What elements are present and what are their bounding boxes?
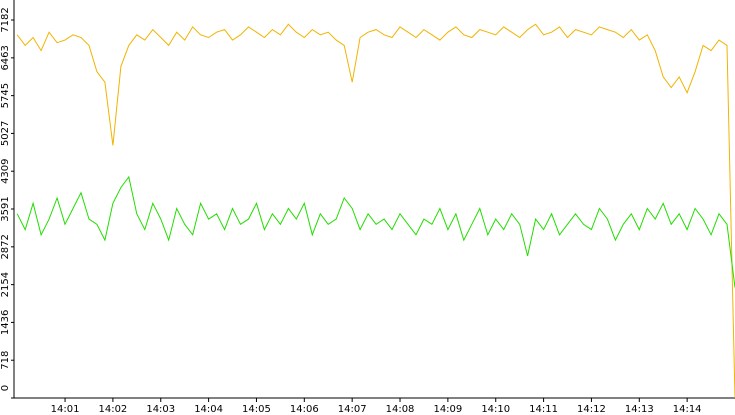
y-tick-label: 718: [0, 351, 11, 370]
y-tick-label: 2872: [0, 234, 11, 259]
series-line: [16, 175, 735, 288]
x-tick-label: 14:07: [338, 404, 367, 415]
x-tick-label: 14:06: [290, 404, 319, 415]
x-tick-label: 14:04: [194, 404, 223, 415]
x-tick-label: 14:01: [51, 404, 80, 415]
x-tick-label: 14:08: [386, 404, 415, 415]
y-tick-label: 6463: [0, 45, 11, 70]
y-tick-label: 0: [0, 385, 11, 391]
y-tick-label: 5745: [0, 83, 11, 108]
x-tick-label: 14:02: [98, 404, 127, 415]
y-tick-label: 7182: [0, 7, 11, 32]
y-tick-label: 4309: [0, 158, 11, 183]
x-tick-label: 14:03: [146, 404, 175, 415]
x-tick-label: 14:13: [625, 404, 654, 415]
x-tick-label: 14:11: [529, 404, 558, 415]
y-tick-label: 3591: [0, 196, 11, 221]
y-tick-label: 2154: [0, 272, 11, 297]
x-tick-label: 14:14: [673, 404, 702, 415]
series-line: [16, 23, 735, 399]
x-tick-label: 14:12: [577, 404, 606, 415]
y-tick-label: 5027: [0, 121, 11, 146]
y-tick-label: 1436: [0, 310, 11, 335]
x-tick-label: 14:05: [242, 404, 271, 415]
x-tick-label: 14:09: [433, 404, 462, 415]
x-tick-label: 14:10: [481, 404, 510, 415]
